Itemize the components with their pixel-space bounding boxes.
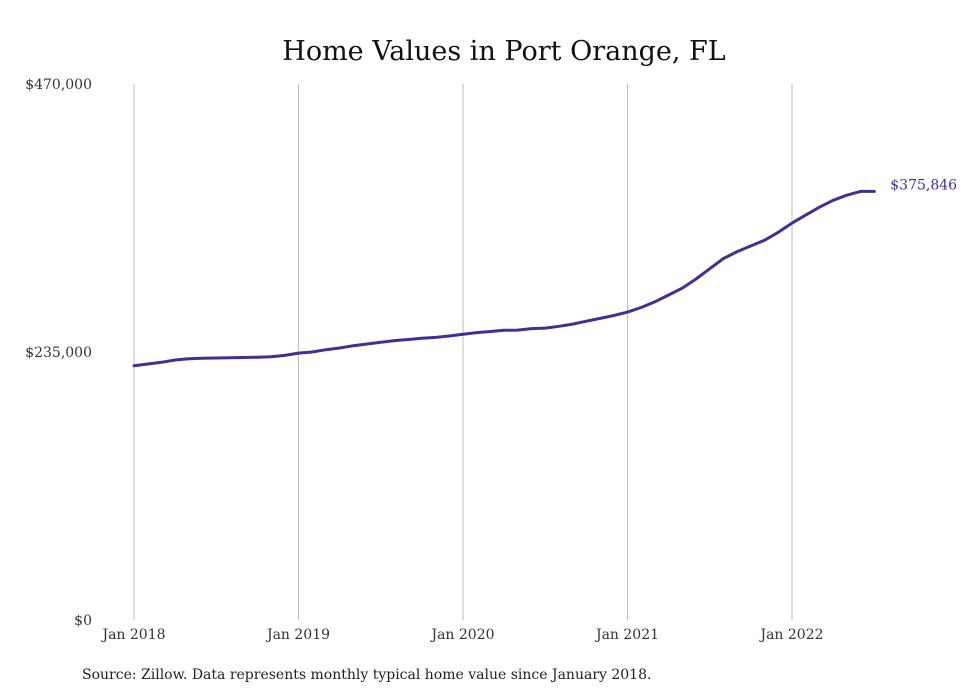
data-point bbox=[585, 320, 588, 323]
data-point bbox=[379, 341, 382, 344]
data-point bbox=[530, 327, 533, 330]
data-point bbox=[338, 346, 341, 350]
data-point bbox=[777, 231, 780, 234]
data-point bbox=[365, 342, 369, 346]
data-point bbox=[475, 331, 478, 334]
data-point bbox=[859, 190, 862, 193]
data-point bbox=[557, 325, 561, 328]
data-point bbox=[352, 344, 355, 347]
data-point bbox=[722, 257, 725, 260]
data-point bbox=[818, 205, 821, 209]
data-point bbox=[283, 354, 286, 357]
x-tick-label: Jan 2019 bbox=[265, 627, 330, 643]
series-layer bbox=[132, 189, 876, 368]
y-tick-label: $470,000 bbox=[25, 77, 92, 93]
data-point bbox=[434, 336, 437, 339]
y-axis-tick-labels: $0 $235,000 $470,000 bbox=[25, 77, 92, 629]
data-point bbox=[640, 306, 643, 309]
data-point bbox=[448, 334, 451, 338]
data-point bbox=[653, 300, 657, 304]
data-point bbox=[160, 361, 163, 364]
data-point bbox=[571, 322, 574, 326]
data-point bbox=[694, 277, 698, 281]
data-point bbox=[461, 333, 465, 336]
data-point bbox=[502, 329, 506, 332]
data-point bbox=[681, 286, 684, 290]
data-point bbox=[201, 357, 204, 360]
data-point bbox=[228, 356, 232, 359]
data-point bbox=[173, 358, 177, 362]
data-point bbox=[393, 339, 396, 342]
data-point bbox=[749, 244, 753, 248]
source-note: Source: Zillow. Data represents monthly … bbox=[82, 667, 652, 683]
data-point bbox=[215, 356, 218, 360]
data-point bbox=[735, 250, 739, 253]
data-point bbox=[804, 213, 807, 217]
data-point bbox=[146, 362, 149, 366]
y-tick-label: $235,000 bbox=[25, 345, 92, 361]
x-tick-label: Jan 2022 bbox=[758, 627, 823, 643]
data-point bbox=[269, 355, 273, 358]
data-point bbox=[242, 356, 245, 359]
data-point bbox=[324, 348, 328, 351]
data-point bbox=[831, 199, 835, 202]
y-tick-label: $0 bbox=[74, 613, 92, 629]
x-tick-label: Jan 2018 bbox=[100, 627, 165, 643]
data-point bbox=[311, 350, 314, 354]
data-point bbox=[612, 314, 615, 317]
x-tick-label: Jan 2021 bbox=[594, 627, 659, 643]
data-point bbox=[256, 356, 259, 359]
data-point bbox=[790, 221, 794, 225]
last-value-label: $375,846 bbox=[890, 177, 957, 193]
data-point bbox=[845, 193, 849, 197]
data-point bbox=[297, 351, 300, 355]
data-point bbox=[132, 364, 136, 367]
data-point bbox=[406, 338, 410, 341]
data-point bbox=[420, 337, 424, 340]
data-point bbox=[544, 326, 547, 330]
data-point bbox=[873, 190, 876, 193]
data-point bbox=[516, 328, 520, 332]
data-point bbox=[763, 239, 766, 242]
data-point bbox=[489, 330, 492, 333]
vertical-gridlines bbox=[133, 84, 793, 620]
data-point bbox=[667, 293, 670, 297]
series-line bbox=[132, 189, 876, 368]
data-point bbox=[187, 357, 191, 361]
x-axis-tick-labels: Jan 2018 Jan 2019 Jan 2020 Jan 2021 Jan 2022 bbox=[100, 627, 823, 643]
x-tick-label: Jan 2020 bbox=[429, 627, 494, 643]
data-point bbox=[626, 310, 629, 314]
data-point bbox=[708, 267, 711, 270]
chart-title: Home Values in Port Orange, FL bbox=[282, 36, 725, 67]
data-point bbox=[598, 317, 602, 320]
